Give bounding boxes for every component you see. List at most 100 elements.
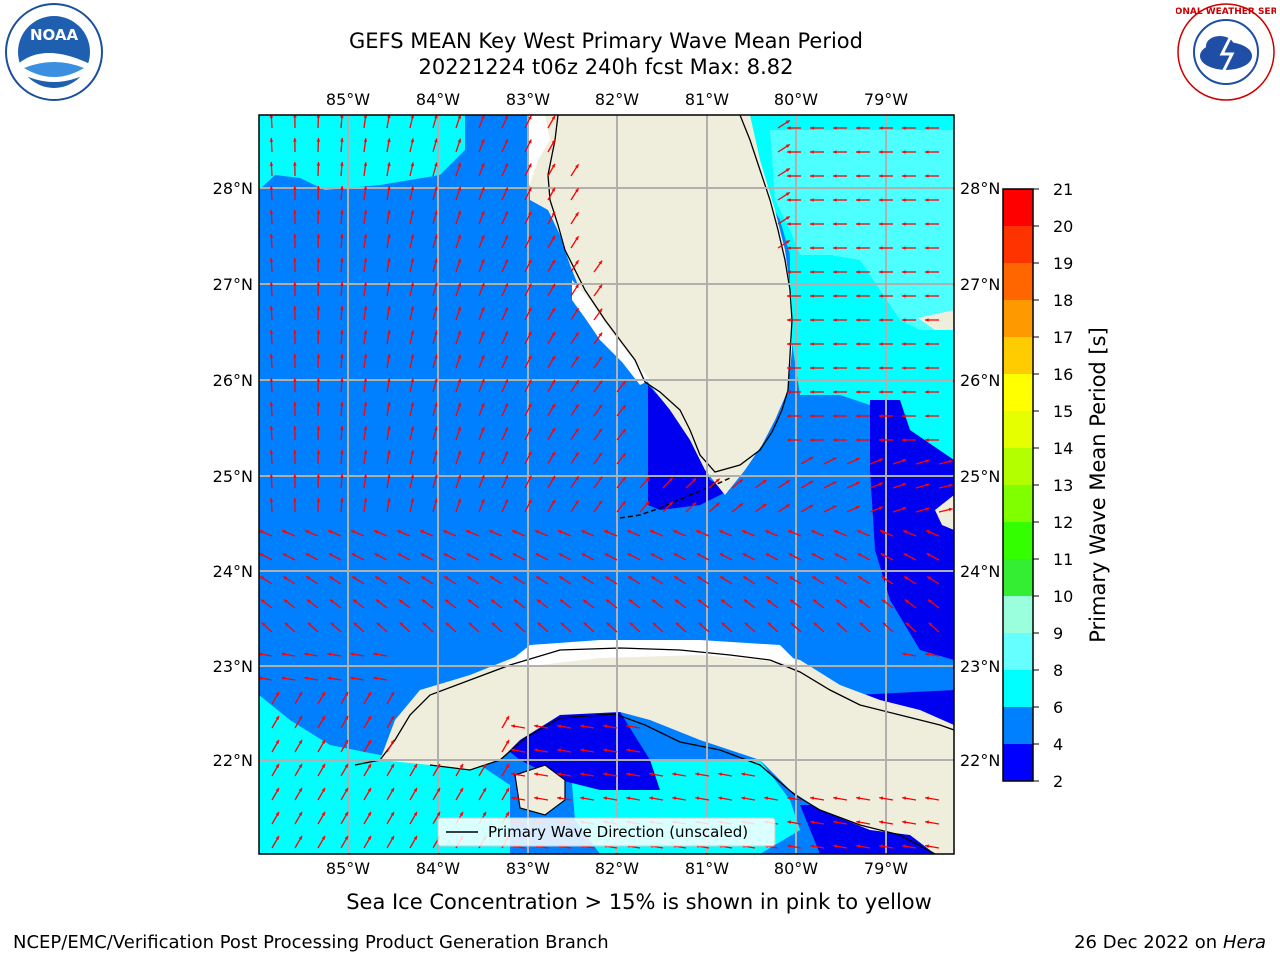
wave-arrow-head [626, 724, 630, 728]
wave-arrow-head [785, 480, 790, 484]
wave-arrow-head [293, 258, 297, 262]
wave-arrow-head [367, 763, 371, 768]
wave-arrow-head [743, 576, 748, 580]
wave-arrow-head [390, 835, 394, 840]
wave-arrow-head [925, 796, 929, 800]
wave-arrow-head [514, 622, 519, 627]
wave-arrow-head [598, 308, 603, 313]
wave-arrow-head [810, 390, 814, 394]
wave-arrow-head [513, 599, 518, 604]
wave-arrow-head [879, 270, 883, 274]
wave-arrow-head [674, 599, 679, 604]
wave-arrow-head [457, 234, 462, 239]
wave-arrow-head [551, 331, 555, 336]
wave-arrow-head [902, 366, 906, 370]
wave-arrow-head [259, 553, 264, 557]
wave-arrow-head [316, 282, 321, 286]
wave-arrow-head [537, 622, 542, 627]
lon-label: 82°W [595, 90, 639, 109]
wave-arrow-head [504, 235, 508, 240]
wave-arrow-head [457, 354, 462, 359]
wave-arrow-head [698, 622, 703, 627]
wave-arrow-head [269, 282, 274, 286]
wave-arrow-head [457, 282, 462, 287]
wave-arrow-head [603, 724, 607, 728]
coast-halo-fl-w [528, 115, 550, 190]
wave-arrow-head [410, 378, 415, 383]
wave-arrow-head [881, 599, 886, 604]
colorbar-tick-label: 18 [1053, 291, 1073, 310]
wave-arrow-head [390, 787, 394, 792]
wave-arrow-head [551, 259, 555, 264]
wave-arrow-head [363, 162, 368, 166]
colorbar-tick-label: 12 [1053, 513, 1073, 532]
lat-label: 26°N [960, 371, 1000, 390]
footer-date: 26 Dec 2022 on Hera [1074, 932, 1266, 953]
lon-label: 84°W [416, 859, 460, 878]
wave-arrow-head [481, 307, 485, 311]
wave-arrow-head [528, 163, 532, 168]
wave-arrow-head [340, 234, 344, 238]
wave-arrow-head [925, 820, 929, 824]
wave-arrow-head [505, 715, 509, 720]
wave-arrow-head [367, 691, 371, 696]
wave-arrow-head [695, 772, 699, 776]
wave-arrow-head [387, 426, 391, 431]
footer-machine: Hera [1222, 932, 1266, 953]
wave-arrow-head [948, 459, 953, 464]
wave-arrow-head [856, 820, 860, 824]
wave-arrow-head [810, 414, 814, 418]
wave-arrow-head [833, 150, 837, 154]
wave-arrow-head [340, 306, 344, 310]
wave-arrow-head [434, 426, 438, 431]
wave-arrow-head [785, 216, 790, 220]
wave-arrow-head [443, 553, 448, 557]
wave-arrow-head [785, 192, 790, 196]
wave-arrow-head [459, 811, 463, 816]
lon-label: 79°W [864, 90, 908, 109]
wave-arrow-head [340, 498, 344, 502]
lat-label: 24°N [960, 562, 1000, 581]
wave-arrow-head [645, 477, 650, 482]
wave-arrow-head [434, 162, 438, 167]
wave-arrow-head [283, 576, 288, 580]
wave-arrow-head [787, 342, 791, 346]
wave-arrow-head [879, 796, 883, 800]
colorbar-tick-label: 15 [1053, 402, 1073, 421]
wave-arrow-head [390, 691, 394, 696]
wave-arrow-head [622, 501, 626, 505]
wave-arrow-head [785, 168, 790, 172]
wave-arrow-head [787, 820, 791, 824]
wave-arrow-head [551, 307, 555, 312]
wave-arrow-head [902, 458, 907, 463]
wave-arrow-head [363, 306, 368, 310]
wave-arrow-head [575, 452, 579, 457]
wave-arrow-head [833, 414, 837, 418]
wave-arrow-head [833, 270, 837, 274]
wave-arrow-head [787, 198, 791, 202]
wave-arrow-head [363, 282, 368, 286]
wave-arrow-head [787, 796, 791, 800]
wave-arrow-head [744, 622, 749, 627]
wave-arrow-head [598, 260, 603, 265]
wave-arrow-head [551, 139, 555, 144]
wave-arrow-head [353, 622, 358, 627]
wave-arrow-head [833, 294, 837, 298]
wave-arrow-head [387, 402, 391, 407]
wave-arrow-head [481, 259, 485, 263]
wave-arrow-head [363, 210, 368, 214]
wave-arrow-head [298, 811, 302, 816]
wave-arrow-head [504, 331, 508, 336]
wave-arrow-head [902, 318, 906, 322]
wave-arrow-head [293, 450, 297, 454]
wave-arrow-head [466, 530, 471, 534]
keys-coastline [619, 477, 731, 519]
wave-arrow-head [557, 796, 561, 800]
colorbar-tick-label: 16 [1053, 365, 1073, 384]
wave-arrow-head [809, 481, 814, 485]
caption: Sea Ice Concentration > 15% is shown in … [346, 890, 932, 914]
wave-arrow-head [788, 553, 793, 557]
wave-arrow-head [787, 318, 791, 322]
wave-arrow-head [269, 138, 274, 142]
wave-arrow-head [534, 748, 538, 752]
